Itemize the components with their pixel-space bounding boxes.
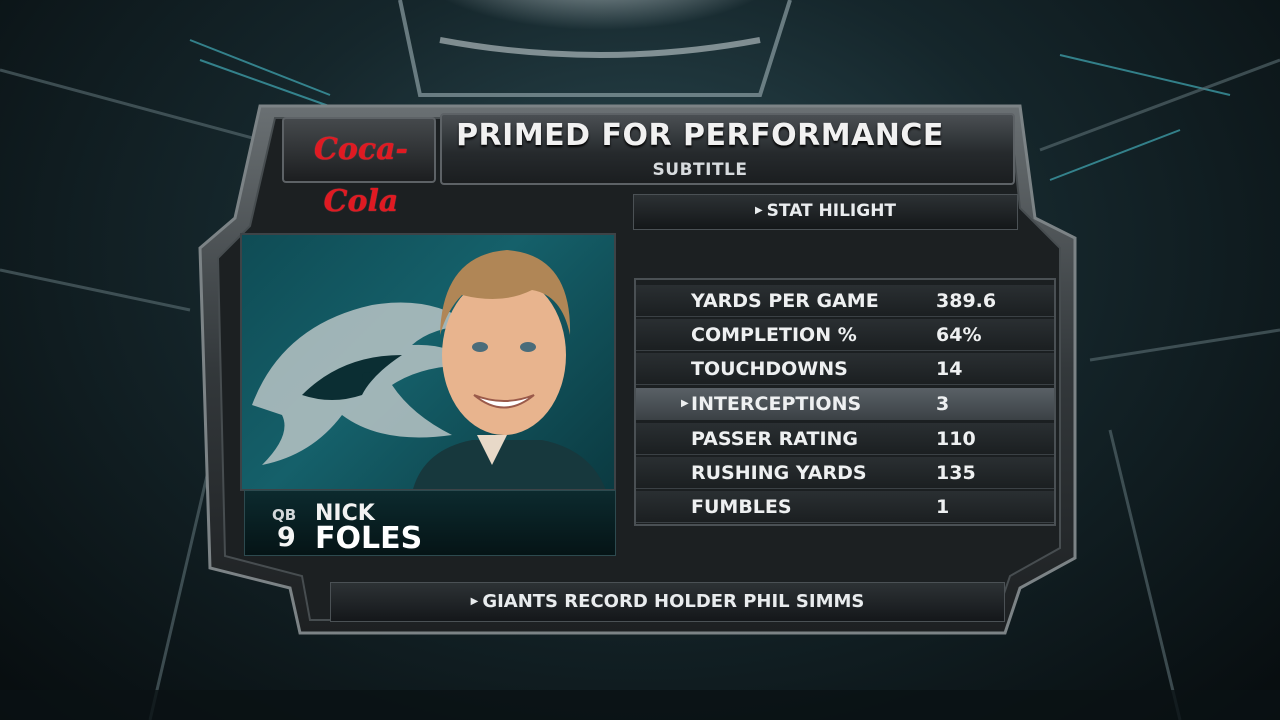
- graphic-title: PRIMED FOR PERFORMANCE: [456, 118, 944, 153]
- stat-row: [636, 285, 1054, 317]
- play-arrow-icon: ▶: [470, 596, 479, 607]
- stat-label: RUSHING YARDS: [691, 462, 867, 484]
- stat-label: PASSER RATING: [691, 428, 859, 450]
- eagles-logo-icon: [252, 302, 472, 465]
- player-photo: [240, 233, 616, 491]
- stat-label: INTERCEPTIONS: [691, 393, 862, 415]
- section-label: ▶ STAT HILIGHT: [633, 201, 1018, 221]
- section-label-bar: [633, 194, 1018, 230]
- stat-value: 389.6: [936, 290, 997, 312]
- sponsor-logo-plate: [282, 117, 436, 183]
- stat-label: YARDS PER GAME: [691, 290, 879, 312]
- stat-label: TOUCHDOWNS: [691, 358, 848, 380]
- section-label-text: STAT HILIGHT: [766, 201, 897, 221]
- footer-bar: [330, 582, 1005, 622]
- player-name-plate: [244, 490, 616, 556]
- stat-value: 110: [936, 428, 976, 450]
- stat-value: 3: [936, 393, 950, 415]
- footer-label: ▶ GIANTS RECORD HOLDER PHIL SIMMS: [330, 591, 1005, 612]
- stat-row: [636, 319, 1054, 351]
- stat-value: 64%: [936, 324, 982, 346]
- play-arrow-icon: ▶: [681, 398, 689, 409]
- coca-cola-logo-icon: Coca-Cola: [313, 132, 409, 219]
- footer-label-text: GIANTS RECORD HOLDER PHIL SIMMS: [482, 591, 865, 612]
- title-plate: [440, 113, 1015, 185]
- stat-value: 14: [936, 358, 963, 380]
- stat-label: FUMBLES: [691, 496, 792, 518]
- stat-label: COMPLETION %: [691, 324, 857, 346]
- stat-row: [636, 491, 1054, 523]
- stat-row: [636, 423, 1054, 455]
- play-arrow-icon: ▶: [754, 205, 763, 216]
- stat-row: [636, 353, 1054, 385]
- player-position: QB: [272, 506, 297, 524]
- player-last-name: FOLES: [315, 521, 423, 556]
- stat-row-highlighted: [636, 388, 1054, 420]
- stat-value: 1: [936, 496, 950, 518]
- player-first-name: NICK: [315, 501, 375, 526]
- graphic-subtitle: SUBTITLE: [652, 160, 748, 180]
- player-headshot-icon: [413, 250, 606, 489]
- stat-row: [636, 457, 1054, 489]
- stat-value: 135: [936, 462, 976, 484]
- player-number: 9: [277, 522, 296, 553]
